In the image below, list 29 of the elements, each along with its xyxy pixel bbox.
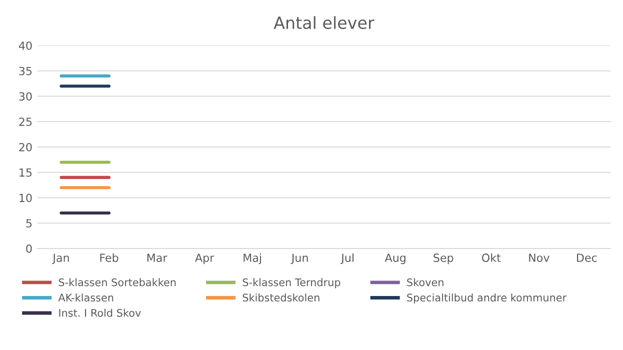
- legend-label: Inst. I Rold Skov: [59, 308, 141, 317]
- legend-label: S-klassen Terndrup: [242, 278, 340, 288]
- y-tick-label: 20: [19, 142, 32, 152]
- y-tick-label: 5: [26, 219, 32, 228]
- x-tick-label: Sep: [434, 254, 454, 264]
- y-tick-label: 10: [20, 194, 32, 202]
- legend-label: AK-klassen: [58, 293, 114, 302]
- y-tick-label: 0: [26, 244, 32, 253]
- x-tick-label: Jun: [290, 254, 308, 264]
- x-tick-label: Nov: [529, 254, 550, 262]
- x-tick-label: Mar: [147, 254, 168, 262]
- x-tick-label: Apr: [195, 254, 214, 264]
- legend-label: Skoven: [407, 278, 444, 286]
- x-tick-label: Okt: [482, 253, 501, 262]
- y-tick-label: 25: [19, 118, 32, 126]
- legend-label: Skibstedskolen: [242, 293, 320, 302]
- x-tick-label: Aug: [384, 254, 406, 264]
- legend-label: S-klassen Sortebakken: [58, 278, 176, 286]
- y-tick-label: 30: [19, 92, 32, 101]
- y-tick-label: 15: [20, 168, 32, 177]
- x-tick-label: Maj: [244, 253, 262, 264]
- legend-label: Specialtilbud andre kommuner: [407, 293, 567, 304]
- x-tick-label: Dec: [577, 254, 597, 262]
- y-tick-label: 35: [19, 66, 32, 76]
- x-tick-label: Jan: [52, 254, 69, 264]
- y-tick-label: 40: [18, 41, 32, 50]
- x-tick-label: Jul: [340, 253, 354, 264]
- chart-title: Antal elever: [274, 16, 374, 30]
- x-tick-label: Feb: [100, 253, 118, 262]
